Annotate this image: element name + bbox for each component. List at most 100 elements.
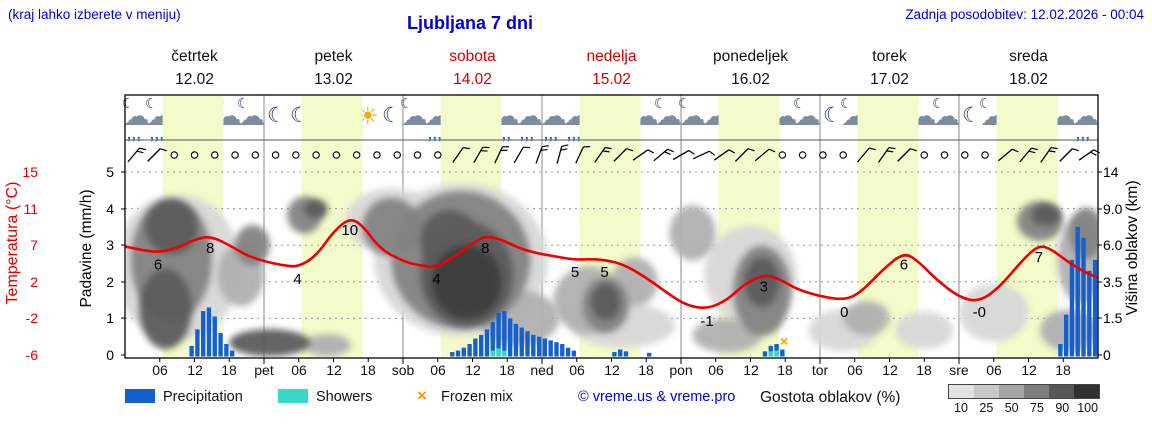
precip-bar xyxy=(1069,259,1075,357)
temperature-curve xyxy=(124,219,1099,310)
cloud-scale-segment xyxy=(999,385,1024,398)
x-axis-label: 06 xyxy=(430,362,446,378)
wind-barb-icon xyxy=(1059,148,1080,162)
day-date: 12.02 xyxy=(175,71,214,88)
precip-bar xyxy=(513,323,519,357)
wind-barb-icon xyxy=(1040,147,1058,163)
precipitation-tick: 2 xyxy=(106,274,114,290)
cloud-icon: ☁ xyxy=(123,101,150,131)
cloud-blob xyxy=(1031,204,1061,226)
temperature-tick: 2 xyxy=(30,274,38,290)
wind-barb-icon xyxy=(473,146,490,164)
x-axis-label: 18 xyxy=(638,362,654,378)
precipitation-legend-label: Precipitation xyxy=(163,389,243,405)
x-axis-label: tor xyxy=(811,362,829,378)
precip-bar xyxy=(554,342,559,357)
temperature-value-label: 4 xyxy=(293,271,301,288)
showers-swatch xyxy=(278,389,308,403)
cloud-icon: ☁ xyxy=(679,101,706,131)
cloud-icon: ☁ xyxy=(238,101,265,131)
temperature-value-label: 6 xyxy=(900,256,908,273)
rain-drops-icon: ,,, xyxy=(127,126,142,142)
x-axis-label: 06 xyxy=(708,362,724,378)
wind-barb-icon xyxy=(857,147,876,163)
precip-bar xyxy=(218,333,223,357)
cloud-layer xyxy=(126,183,1097,357)
credit-link[interactable]: © vreme.us & vreme.pro xyxy=(578,389,736,405)
day-date: 14.02 xyxy=(453,71,492,88)
temperature-value-label: 10 xyxy=(341,222,358,239)
cloud-height-tick: 3.5 xyxy=(1103,274,1123,290)
rain-drops-icon: ,,, xyxy=(544,126,559,142)
x-axis-label: 06 xyxy=(986,362,1002,378)
weather-icon: ☾ xyxy=(259,96,293,140)
wind-calm-icon xyxy=(190,151,199,159)
cloud-icon: ☁ xyxy=(540,101,567,131)
wind-calm-icon xyxy=(251,151,260,159)
wind-barb-icon xyxy=(754,148,776,162)
wind-calm-icon xyxy=(413,151,422,159)
weather-icon: ☾☁ xyxy=(930,96,964,140)
precip-bar xyxy=(450,352,455,357)
temperature-value-label: 5 xyxy=(600,264,608,281)
wind-calm-icon xyxy=(211,151,219,159)
precipitation-tick: 5 xyxy=(106,164,114,180)
precip-bar xyxy=(525,331,530,357)
rain-drops-icon: ,,, xyxy=(150,126,165,142)
wind-barb-icon xyxy=(632,149,655,161)
wind-calm-icon xyxy=(373,151,381,159)
moon-icon: ☾ xyxy=(237,95,250,111)
temperature-value-label: 8 xyxy=(481,240,489,257)
frozen-mix-icon: × xyxy=(417,386,427,405)
moon-icon: ☾ xyxy=(793,95,806,111)
cloud-scale-segment xyxy=(949,385,974,398)
precip-bar xyxy=(455,350,461,357)
x-axis-label: 12 xyxy=(465,362,481,378)
weather-icon: ☁,,, xyxy=(513,96,547,142)
wind-barb-icon xyxy=(997,148,1019,162)
cloud-icon: ☁ xyxy=(794,101,821,131)
moon-icon: ☾ xyxy=(267,104,286,127)
precip-bar xyxy=(1087,270,1092,357)
precip-bar xyxy=(229,350,235,357)
moon-icon: ☾ xyxy=(962,104,981,127)
wind-barb-icon xyxy=(127,147,147,163)
cloud-blob xyxy=(229,329,311,357)
wind-barb-icon xyxy=(556,144,569,164)
x-axis-label: 12 xyxy=(604,362,620,378)
temperature-tick: -2 xyxy=(25,310,38,326)
day-name: petek xyxy=(314,48,353,65)
cloud-icon: ☁ xyxy=(1072,101,1099,131)
cloud-blob xyxy=(145,200,198,254)
precip-bar xyxy=(490,322,495,357)
precip-bar xyxy=(548,340,553,357)
x-axis-label: 18 xyxy=(777,362,793,378)
menu-hint: (kraj lahko izberete v meniju) xyxy=(8,7,181,22)
precip-bar xyxy=(1081,237,1086,357)
rain-drops-icon: ,,, xyxy=(520,126,535,142)
wind-barb-icon xyxy=(452,147,470,163)
wind-barb-icon xyxy=(575,146,591,164)
cloud-scale-label: 100 xyxy=(1077,401,1099,415)
temperature-value-label: 3 xyxy=(760,279,768,296)
weather-icon: ☁,,, xyxy=(537,96,571,142)
day-date: 17.02 xyxy=(870,71,909,88)
wind-barb-icon xyxy=(147,148,167,162)
wind-barb-icon xyxy=(672,149,695,161)
wind-calm-icon xyxy=(433,151,442,159)
weather-icon: ☾☁ xyxy=(398,96,432,140)
cloud-scale-label: 25 xyxy=(979,401,994,415)
cloud-density-legend-label: Gostota oblakov (%) xyxy=(760,389,901,406)
precip-bar xyxy=(212,316,217,357)
page-title: Ljubljana 7 dni xyxy=(406,13,533,33)
x-axis-label: 12 xyxy=(882,362,898,378)
x-axis-label: pon xyxy=(669,362,693,378)
cloud-density-scale xyxy=(948,384,1100,399)
precip-bar xyxy=(565,347,571,357)
shower-bar xyxy=(490,350,495,357)
day-name: sreda xyxy=(1009,48,1048,65)
cloud-scale-label: 10 xyxy=(954,401,968,415)
x-axis-label: sre xyxy=(949,362,969,378)
weather-icon: ☾☁ xyxy=(235,96,269,140)
wind-calm-icon xyxy=(961,151,969,159)
